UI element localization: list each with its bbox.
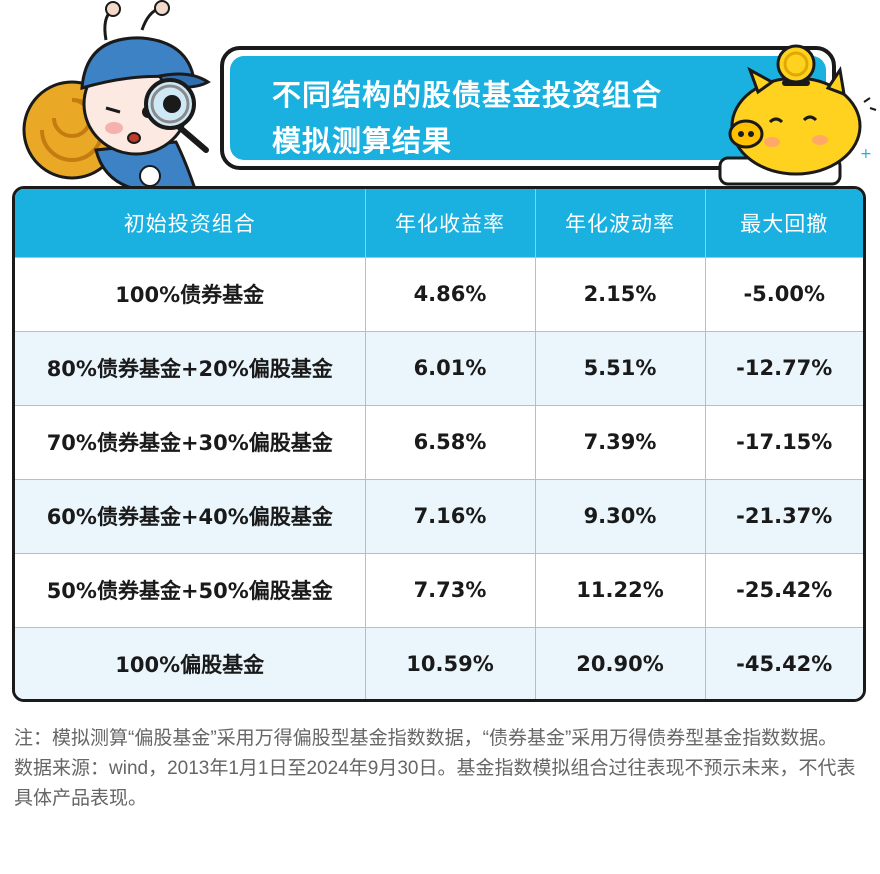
page-title: 不同结构的股债基金投资组合 模拟测算结果	[272, 72, 662, 164]
cell-portfolio: 100%债券基金	[15, 256, 366, 331]
footnote-methodology: 注：模拟测算“偏股基金”采用万得偏股型基金指数数据，“债券基金”采用万得债券型基…	[14, 728, 838, 749]
footnote-data-source: 数据来源：wind，2013年1月1日至2024年9月30日。基金指数模拟组合过…	[14, 758, 856, 809]
cell-drawdown: -12.77%	[705, 330, 863, 405]
cell-volatility: 7.39%	[535, 404, 706, 479]
table-row: 70%债券基金+30%偏股基金 6.58% 7.39% -17.15%	[15, 404, 863, 479]
header-annual-return: 年化收益率	[365, 189, 536, 257]
table-row: 100%偏股基金 10.59% 20.90% -45.42%	[15, 626, 863, 699]
cell-volatility: 20.90%	[535, 626, 706, 699]
cell-volatility: 2.15%	[535, 256, 706, 331]
svg-text:+: +	[708, 84, 720, 100]
cell-return: 6.01%	[365, 330, 536, 405]
cell-return: 7.73%	[365, 552, 536, 627]
cell-return: 10.59%	[365, 626, 536, 699]
cell-portfolio: 80%债券基金+20%偏股基金	[15, 330, 366, 405]
table-row: 50%债券基金+50%偏股基金 7.73% 11.22% -25.42%	[15, 552, 863, 627]
table-row: 100%债券基金 4.86% 2.15% -5.00%	[15, 256, 863, 331]
cell-volatility: 5.51%	[535, 330, 706, 405]
header-initial-portfolio: 初始投资组合	[15, 189, 366, 257]
cell-drawdown: -45.42%	[705, 626, 863, 699]
cell-volatility: 9.30%	[535, 478, 706, 553]
title-bubble: 不同结构的股债基金投资组合 模拟测算结果	[220, 46, 836, 170]
cell-return: 6.58%	[365, 404, 536, 479]
cell-drawdown: -25.42%	[705, 552, 863, 627]
cell-portfolio: 100%偏股基金	[15, 626, 366, 699]
cell-portfolio: 50%债券基金+50%偏股基金	[15, 552, 366, 627]
piggy-bank-with-coin-icon: + ◇ +	[704, 44, 877, 186]
page-title-line1: 不同结构的股债基金投资组合	[272, 78, 663, 112]
svg-text:◇: ◇	[704, 108, 715, 124]
header-annual-volatility: 年化波动率	[535, 189, 706, 257]
cell-portfolio: 60%债券基金+40%偏股基金	[15, 478, 366, 553]
results-table: 初始投资组合 年化收益率 年化波动率 最大回撤 100%债券基金 4.86% 2…	[12, 186, 866, 702]
title-background: 不同结构的股债基金投资组合 模拟测算结果	[230, 56, 826, 160]
svg-text:+: +	[860, 146, 872, 162]
cell-return: 4.86%	[365, 256, 536, 331]
cell-return: 7.16%	[365, 478, 536, 553]
snail-mascot-with-magnifier-icon	[22, 0, 211, 194]
cell-portfolio: 70%债券基金+30%偏股基金	[15, 404, 366, 479]
table-row: 60%债券基金+40%偏股基金 7.16% 9.30% -21.37%	[15, 478, 863, 553]
footnotes: 注：模拟测算“偏股基金”采用万得偏股型基金指数数据，“债券基金”采用万得债券型基…	[14, 724, 864, 814]
table-row: 80%债券基金+20%偏股基金 6.01% 5.51% -12.77%	[15, 330, 863, 405]
page-title-line2: 模拟测算结果	[272, 124, 453, 158]
table-header-row: 初始投资组合 年化收益率 年化波动率 最大回撤	[15, 189, 863, 257]
cell-drawdown: -5.00%	[705, 256, 863, 331]
cell-drawdown: -17.15%	[705, 404, 863, 479]
results-table-grid: 初始投资组合 年化收益率 年化波动率 最大回撤 100%债券基金 4.86% 2…	[15, 189, 863, 699]
cell-volatility: 11.22%	[535, 552, 706, 627]
cell-drawdown: -21.37%	[705, 478, 863, 553]
header-max-drawdown: 最大回撤	[740, 211, 829, 236]
